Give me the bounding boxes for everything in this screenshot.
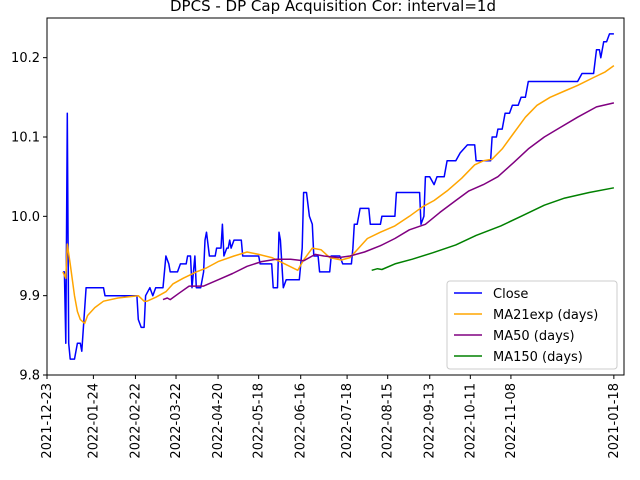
legend-label-ma50-days: MA50 (days) xyxy=(493,329,575,344)
series-line-ma150-days xyxy=(371,187,615,272)
series-line-ma21exp-days xyxy=(62,64,615,325)
x-tick-label: 2022-02-22 xyxy=(128,383,143,459)
x-tick-label: 2022-11-08 xyxy=(504,383,519,459)
legend-box xyxy=(446,280,618,370)
y-tick-label: 10.1 xyxy=(11,131,40,146)
y-tick-label: 10.0 xyxy=(11,210,40,225)
x-tick-label: 2022-07-18 xyxy=(340,383,355,459)
legend-label-close: Close xyxy=(493,287,528,302)
x-tick-label: 2022-08-15 xyxy=(381,383,396,459)
plot-frame xyxy=(46,17,625,376)
y-tick-label: 9.9 xyxy=(19,289,40,304)
y-tick-label: 10.2 xyxy=(11,51,40,66)
x-tick-label: 2022-01-24 xyxy=(86,383,101,459)
series-layer xyxy=(62,33,615,360)
x-tick-label: 2022-09-13 xyxy=(423,383,438,459)
x-tick-label: 2022-06-16 xyxy=(294,383,309,459)
y-tick-label: 9.8 xyxy=(19,369,40,384)
chart-title: DPCS - DP Cap Acquisition Cor: interval=… xyxy=(170,0,496,15)
x-tick-label: 2021-01-18 xyxy=(607,383,622,459)
x-tick-label: 2022-03-22 xyxy=(169,383,184,459)
x-tick-label: 2022-04-20 xyxy=(211,383,226,459)
series-line-ma50-days xyxy=(162,102,615,301)
series-line-close xyxy=(62,33,614,360)
y-axis: 9.8 9.9 10.0 10.1 10.2 xyxy=(11,51,47,384)
x-tick-label: 2021-12-23 xyxy=(40,383,55,459)
legend-label-ma150-days: MA150 (days) xyxy=(493,350,583,365)
x-tick-label: 2022-10-11 xyxy=(463,383,478,459)
x-tick-label: 2022-05-18 xyxy=(252,383,267,459)
legend: Close MA21exp (days) MA50 (days) MA150 (day… xyxy=(446,280,618,370)
x-axis: 2021-12-23 2022-01-24 2022-02-22 2022-03-22… xyxy=(40,375,622,459)
legend-label-ma21exp-days: MA21exp (days) xyxy=(493,308,598,323)
